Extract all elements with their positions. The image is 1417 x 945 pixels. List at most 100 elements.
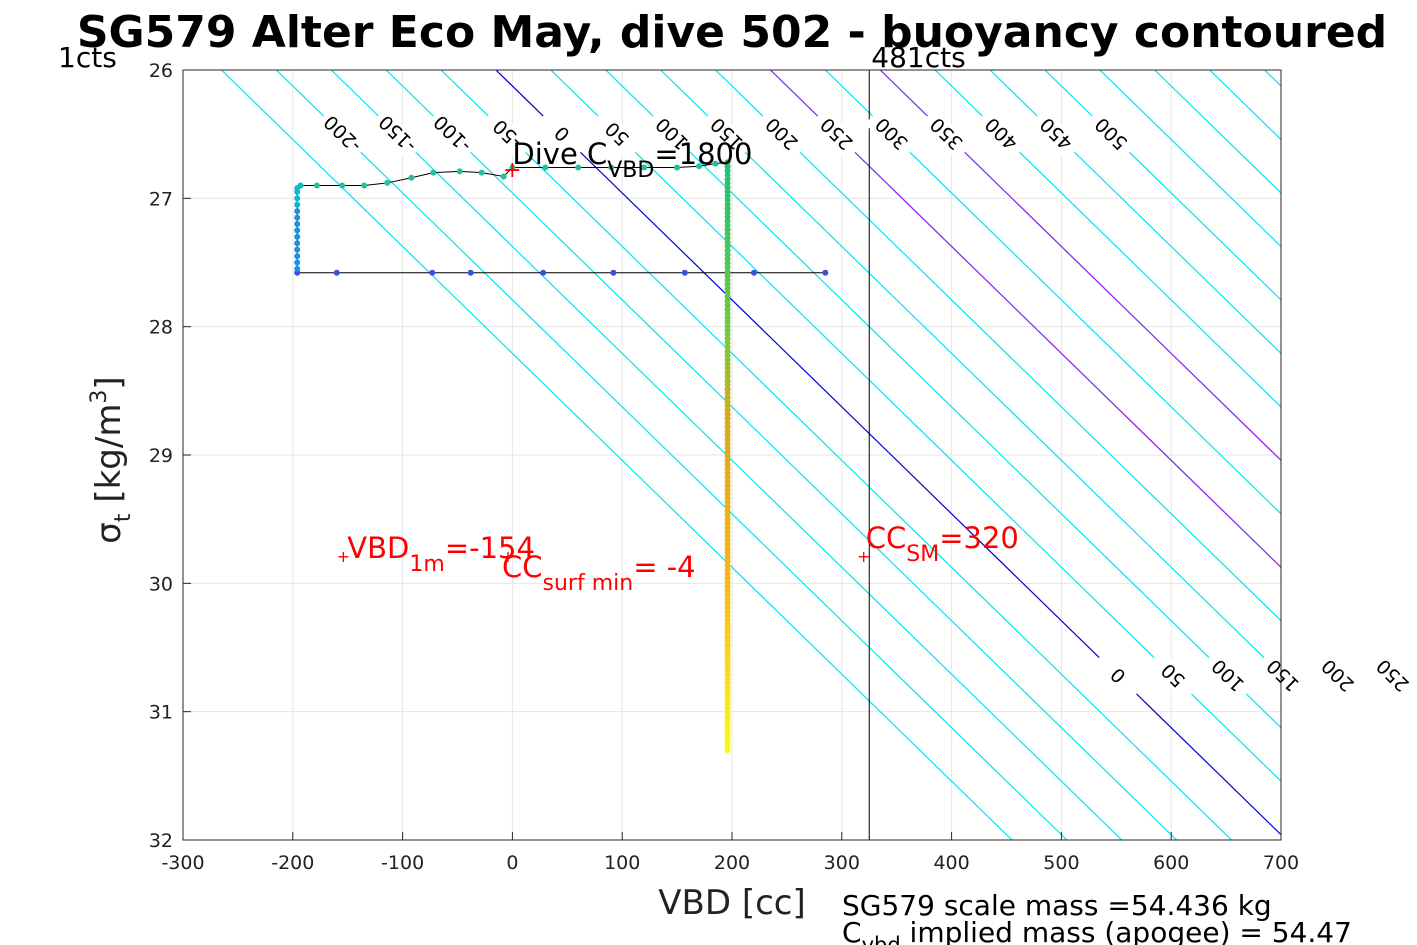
column-point: [724, 293, 731, 300]
column-point: [724, 226, 731, 233]
column-point: [724, 335, 731, 342]
annotation-label: Dive CVBD=1800: [512, 137, 752, 183]
x-tick-label: 300: [824, 852, 860, 874]
contour-label: 150: [700, 108, 753, 161]
trajectory-point: [608, 164, 615, 171]
reference-line-label: 1cts: [58, 41, 117, 74]
column-point: [724, 453, 731, 460]
column-point: [724, 478, 731, 485]
column-point: [724, 638, 731, 645]
column-point: [724, 684, 731, 691]
column-point: [724, 188, 731, 195]
column-point: [724, 444, 731, 451]
scale-mass-note: SG579 scale mass =54.436 kg: [842, 889, 1272, 922]
trajectory-point: [384, 179, 391, 186]
column-point: [724, 230, 731, 237]
column-point: [724, 369, 731, 376]
svg-text:σt [kg/m3]: σt [kg/m3]: [87, 376, 136, 543]
trajectory-point: [294, 233, 301, 240]
reference-line-label: 481cts: [871, 41, 965, 74]
x-tick-label: 0: [506, 852, 518, 874]
column-point: [724, 499, 731, 506]
annotation-marker: +: [857, 547, 870, 566]
column-point: [724, 264, 731, 271]
buoyancy-contour-highlight: [495, 70, 1281, 836]
column-point: [724, 667, 731, 674]
trajectory-point: [294, 214, 301, 221]
x-tick-label: 500: [1043, 852, 1079, 874]
column-point: [724, 705, 731, 712]
column-point: [724, 596, 731, 603]
annotation-label: VBD1m=-154: [347, 531, 535, 577]
column-point: [724, 360, 731, 367]
column-point: [724, 180, 731, 187]
chart-title: SG579 Alter Eco May, dive 502 - buoyancy…: [77, 7, 1387, 58]
buoyancy-contour: [1044, 70, 1281, 301]
column-point: [724, 512, 731, 519]
column-point: [724, 721, 731, 728]
axis-ticks: -300 -200 -100 0 100 200 300 400 500 600 700 26 27 28…: [149, 60, 1299, 874]
column-point: [724, 331, 731, 338]
column-point: [724, 608, 731, 615]
x-axis-label: VBD [cc]: [658, 883, 806, 923]
column-point: [724, 218, 731, 225]
column-point: [724, 436, 731, 443]
column-point: [724, 659, 731, 666]
trajectory-point: [641, 164, 648, 171]
buoyancy-contour: [221, 70, 1013, 840]
column-point: [724, 381, 731, 388]
x-tick-label: 200: [714, 852, 750, 874]
column-point: [724, 348, 731, 355]
buoyancy-contour: [660, 70, 1281, 676]
buoyancy-contour: [1319, 70, 1417, 840]
column-point: [724, 541, 731, 548]
column-point: [724, 625, 731, 632]
column-point: [724, 465, 731, 472]
column-point: [724, 390, 731, 397]
trajectory-point: [297, 182, 304, 189]
buoyancy-contour: [934, 70, 1281, 408]
trajectory-point: [456, 168, 463, 175]
trajectory-point: [294, 227, 301, 234]
column-point: [724, 440, 731, 447]
trajectory-point: [294, 201, 301, 208]
column-point: [724, 163, 731, 170]
annotation-label: CCSM=320: [866, 521, 1019, 567]
column-point: [724, 268, 731, 275]
annotation-marker: +: [337, 547, 350, 566]
trajectory-point: [333, 269, 340, 276]
column-point: [724, 730, 731, 737]
column-point: [724, 700, 731, 707]
buoyancy-contour: [440, 70, 1233, 840]
column-point: [724, 209, 731, 216]
column-point: [724, 742, 731, 749]
column-point: [724, 734, 731, 741]
column-point: [724, 192, 731, 199]
column-point: [724, 415, 731, 422]
column-point: [724, 583, 731, 590]
column-point: [724, 260, 731, 267]
contour-label: 200: [1311, 649, 1364, 702]
trajectory-point: [540, 269, 547, 276]
trajectory-point: [294, 240, 301, 247]
column-point: [724, 696, 731, 703]
trajectory-line: [296, 161, 826, 274]
column-point: [724, 482, 731, 489]
column-point: [724, 398, 731, 405]
column-point: [724, 486, 731, 493]
column-point: [724, 528, 731, 535]
column-point: [724, 167, 731, 174]
x-tick-label: -100: [381, 852, 424, 874]
buoyancy-contour-highlight: [879, 70, 1281, 462]
column-point: [724, 591, 731, 598]
annotation-label: CCsurf min= -4: [502, 550, 696, 596]
column-point: [724, 239, 731, 246]
column-point: [724, 612, 731, 619]
column-point: [724, 373, 731, 380]
trajectory-point: [294, 208, 301, 215]
column-point: [724, 507, 731, 514]
column-point: [724, 297, 731, 304]
column-point: [724, 692, 731, 699]
column-point: [724, 663, 731, 670]
